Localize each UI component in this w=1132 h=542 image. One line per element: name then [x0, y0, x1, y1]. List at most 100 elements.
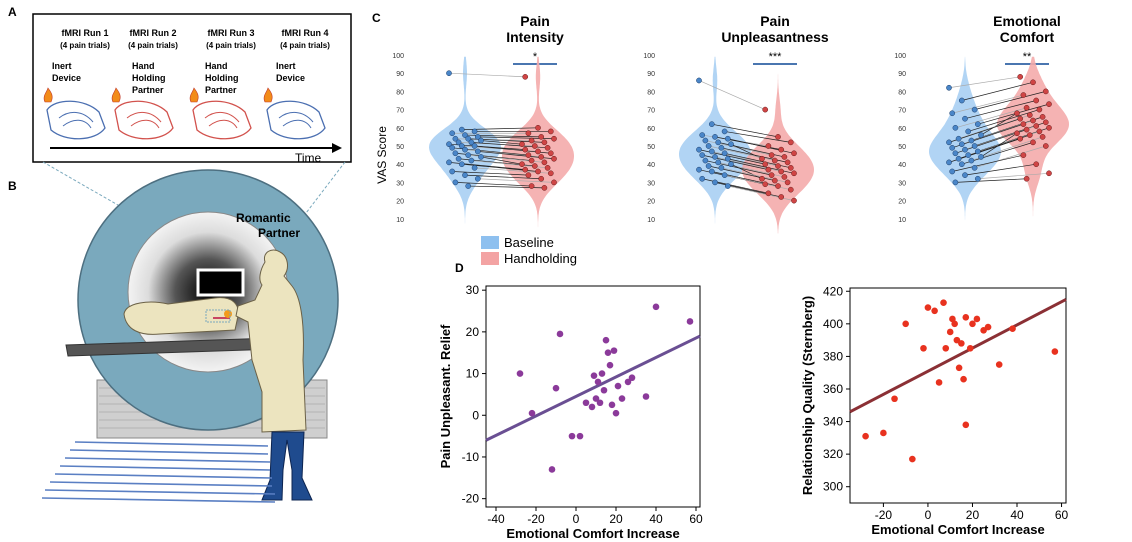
baseline-point	[478, 137, 484, 144]
baseline-point	[458, 161, 465, 168]
subject-line	[968, 109, 1040, 132]
baseline-point	[708, 168, 715, 175]
finger-lines	[204, 112, 240, 129]
scatter-point	[600, 386, 608, 394]
scatter-point	[652, 303, 660, 311]
subject-line	[711, 123, 779, 138]
y-tick-label: 60	[396, 126, 404, 133]
baseline-point	[721, 172, 728, 178]
handholding-point	[525, 152, 532, 158]
time-label: Time	[295, 151, 322, 165]
handholding-point	[547, 128, 554, 135]
subject-line	[477, 178, 555, 183]
y-tick-label: 10	[647, 217, 655, 224]
handholding-point	[547, 150, 554, 157]
handholding-point	[762, 106, 769, 113]
y-tick-label: -10	[462, 450, 480, 464]
run-condition: Device	[276, 73, 305, 83]
baseline-point	[474, 148, 481, 155]
partner-label-line1: Romantic	[236, 211, 291, 225]
baseline-point	[455, 155, 462, 162]
y-tick-label: 40	[647, 162, 655, 169]
scatter-point	[606, 361, 614, 369]
run-title: fMRI Run 4	[282, 28, 329, 38]
y-tick-label: 300	[823, 480, 843, 494]
x-tick-label: 40	[649, 512, 663, 526]
finger-lines	[58, 112, 94, 129]
scatter-point	[592, 395, 600, 402]
handholding-point	[538, 175, 545, 182]
scatter-point	[984, 323, 992, 331]
flame-icon	[263, 87, 273, 103]
head-mirror-screen	[196, 268, 245, 297]
baseline-point	[474, 134, 481, 140]
scatter-point	[995, 361, 1003, 368]
scatter-point	[594, 378, 602, 386]
handholding-point	[528, 137, 535, 144]
baseline-point	[958, 141, 965, 148]
handholding-point	[535, 168, 541, 175]
baseline-point	[971, 164, 978, 171]
run-subtitle: (4 pain trials)	[128, 41, 178, 50]
run-condition: Holding	[205, 73, 239, 83]
handholding-point	[1033, 123, 1040, 129]
baseline-point	[962, 146, 968, 153]
panel-c-letter: C	[372, 11, 381, 25]
handholding-point	[1026, 112, 1033, 118]
timeline-arrowhead	[332, 143, 342, 153]
y-tick-label: 30	[647, 180, 655, 187]
baseline-point	[465, 152, 472, 158]
handholding-point	[768, 172, 775, 178]
scatter-point	[969, 320, 976, 328]
handholding-point	[762, 181, 769, 188]
y-tick-label: 90	[396, 71, 404, 78]
handholding-point	[775, 183, 781, 189]
violin-title: Intensity	[506, 29, 564, 45]
handholding-point	[531, 143, 538, 149]
baseline-point	[471, 143, 478, 149]
baseline-point	[468, 139, 475, 146]
handholding-point	[1030, 117, 1036, 124]
scatter-point	[931, 307, 938, 315]
y-tick-label: 40	[898, 162, 906, 169]
subject-line	[724, 131, 791, 143]
handholding-point	[535, 124, 541, 131]
y-tick-label: 10	[466, 367, 480, 381]
handholding-point	[1020, 92, 1027, 98]
scatter-point	[960, 375, 967, 383]
scatter-point	[568, 432, 576, 440]
handholding-point	[1023, 175, 1030, 182]
handholding-point	[531, 163, 538, 169]
subject-line	[977, 103, 1050, 125]
baseline-point	[458, 126, 465, 133]
baseline-point	[724, 183, 731, 189]
scatter-point	[909, 455, 916, 463]
handholding-point	[781, 154, 788, 160]
scatter-point	[955, 364, 963, 372]
baseline-point	[946, 139, 952, 146]
handholding-point	[522, 166, 529, 173]
handholding-point	[775, 163, 781, 169]
baseline-point	[712, 179, 718, 186]
handholding-point	[551, 179, 557, 186]
handholding-point	[765, 190, 772, 197]
baseline-point	[465, 135, 472, 142]
zoom-box	[205, 309, 231, 323]
x-axis-label: Emotional Comfort Increase	[506, 526, 679, 541]
baseline-point	[721, 150, 728, 157]
handholding-point	[1039, 134, 1046, 140]
scatter-point	[962, 314, 970, 321]
panel-a-letter: A	[8, 5, 17, 19]
handholding-point	[525, 130, 532, 137]
baseline-point	[702, 137, 709, 144]
handholding-point	[538, 154, 545, 160]
x-tick-label: -40	[487, 512, 505, 526]
handholding-point	[787, 186, 794, 193]
scatter-point	[610, 347, 618, 354]
handholding-point	[778, 146, 785, 153]
x-tick-label: 40	[1010, 508, 1024, 522]
y-tick-label: 100	[392, 53, 404, 60]
y-tick-label: 60	[647, 126, 655, 133]
scatter-point	[924, 304, 932, 311]
